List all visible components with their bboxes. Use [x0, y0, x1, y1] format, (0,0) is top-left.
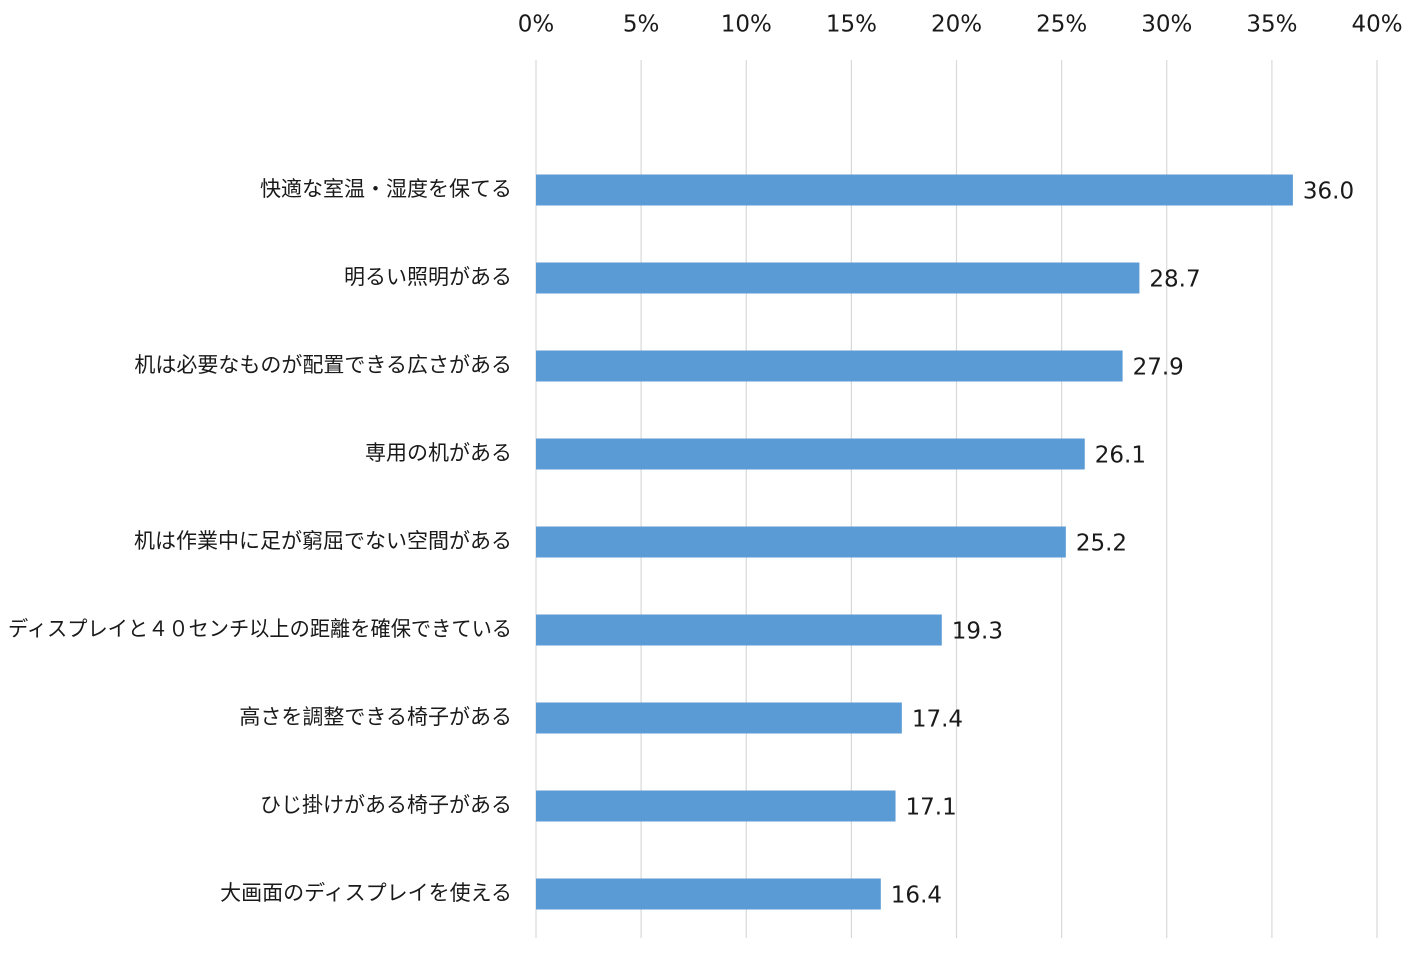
category-label: 専用の机がある: [365, 441, 512, 465]
value-label: 17.1: [906, 795, 957, 821]
category-label: 机は作業中に足が窮屈でない空間がある: [134, 529, 512, 553]
bar: [536, 438, 1085, 470]
x-tick-label: 5%: [623, 12, 660, 38]
bar: [536, 174, 1293, 206]
x-tick-label: 0%: [518, 12, 555, 38]
value-label: 26.1: [1095, 443, 1146, 469]
x-axis-ticks: 0% 5% 10% 15% 20% 25% 30% 35% 40%: [518, 12, 1403, 38]
value-label: 19.3: [952, 619, 1003, 645]
bars: [536, 174, 1293, 910]
value-label: 17.4: [912, 707, 963, 733]
bar: [536, 790, 896, 822]
bar: [536, 702, 902, 734]
category-label: 机は必要なものが配置できる広さがある: [134, 353, 512, 377]
x-tick-label: 20%: [931, 12, 982, 38]
x-tick-label: 15%: [826, 12, 877, 38]
category-label: ひじ掛けがある椅子がある: [260, 793, 512, 817]
x-tick-label: 10%: [721, 12, 772, 38]
category-label: 大画面のディスプレイを使える: [220, 881, 512, 905]
x-tick-label: 35%: [1246, 12, 1297, 38]
bar: [536, 614, 942, 646]
value-label: 25.2: [1076, 531, 1127, 557]
value-label: 28.7: [1149, 267, 1200, 293]
category-labels: 快適な室温・湿度を保てる明るい照明がある机は必要なものが配置できる広さがある専用…: [8, 177, 512, 905]
value-label: 16.4: [891, 883, 942, 909]
x-tick-label: 30%: [1141, 12, 1192, 38]
bar: [536, 878, 881, 910]
value-labels: 36.0 28.7 27.9 26.1 25.2 19.3 17.4 17.1 16.4: [891, 179, 1354, 909]
gridlines: [535, 60, 1378, 938]
bar: [536, 526, 1066, 558]
value-label: 27.9: [1133, 355, 1184, 381]
bar: [536, 262, 1140, 294]
bar: [536, 350, 1123, 382]
category-label: 高さを調整できる椅子がある: [239, 705, 512, 729]
x-tick-label: 40%: [1351, 12, 1402, 38]
x-tick-label: 25%: [1036, 12, 1087, 38]
category-label: 快適な室温・湿度を保てる: [260, 177, 512, 201]
category-label: 明るい照明がある: [344, 265, 512, 289]
value-label: 36.0: [1303, 179, 1354, 205]
category-label: ディスプレイと４０センチ以上の距離を確保できている: [8, 617, 512, 641]
